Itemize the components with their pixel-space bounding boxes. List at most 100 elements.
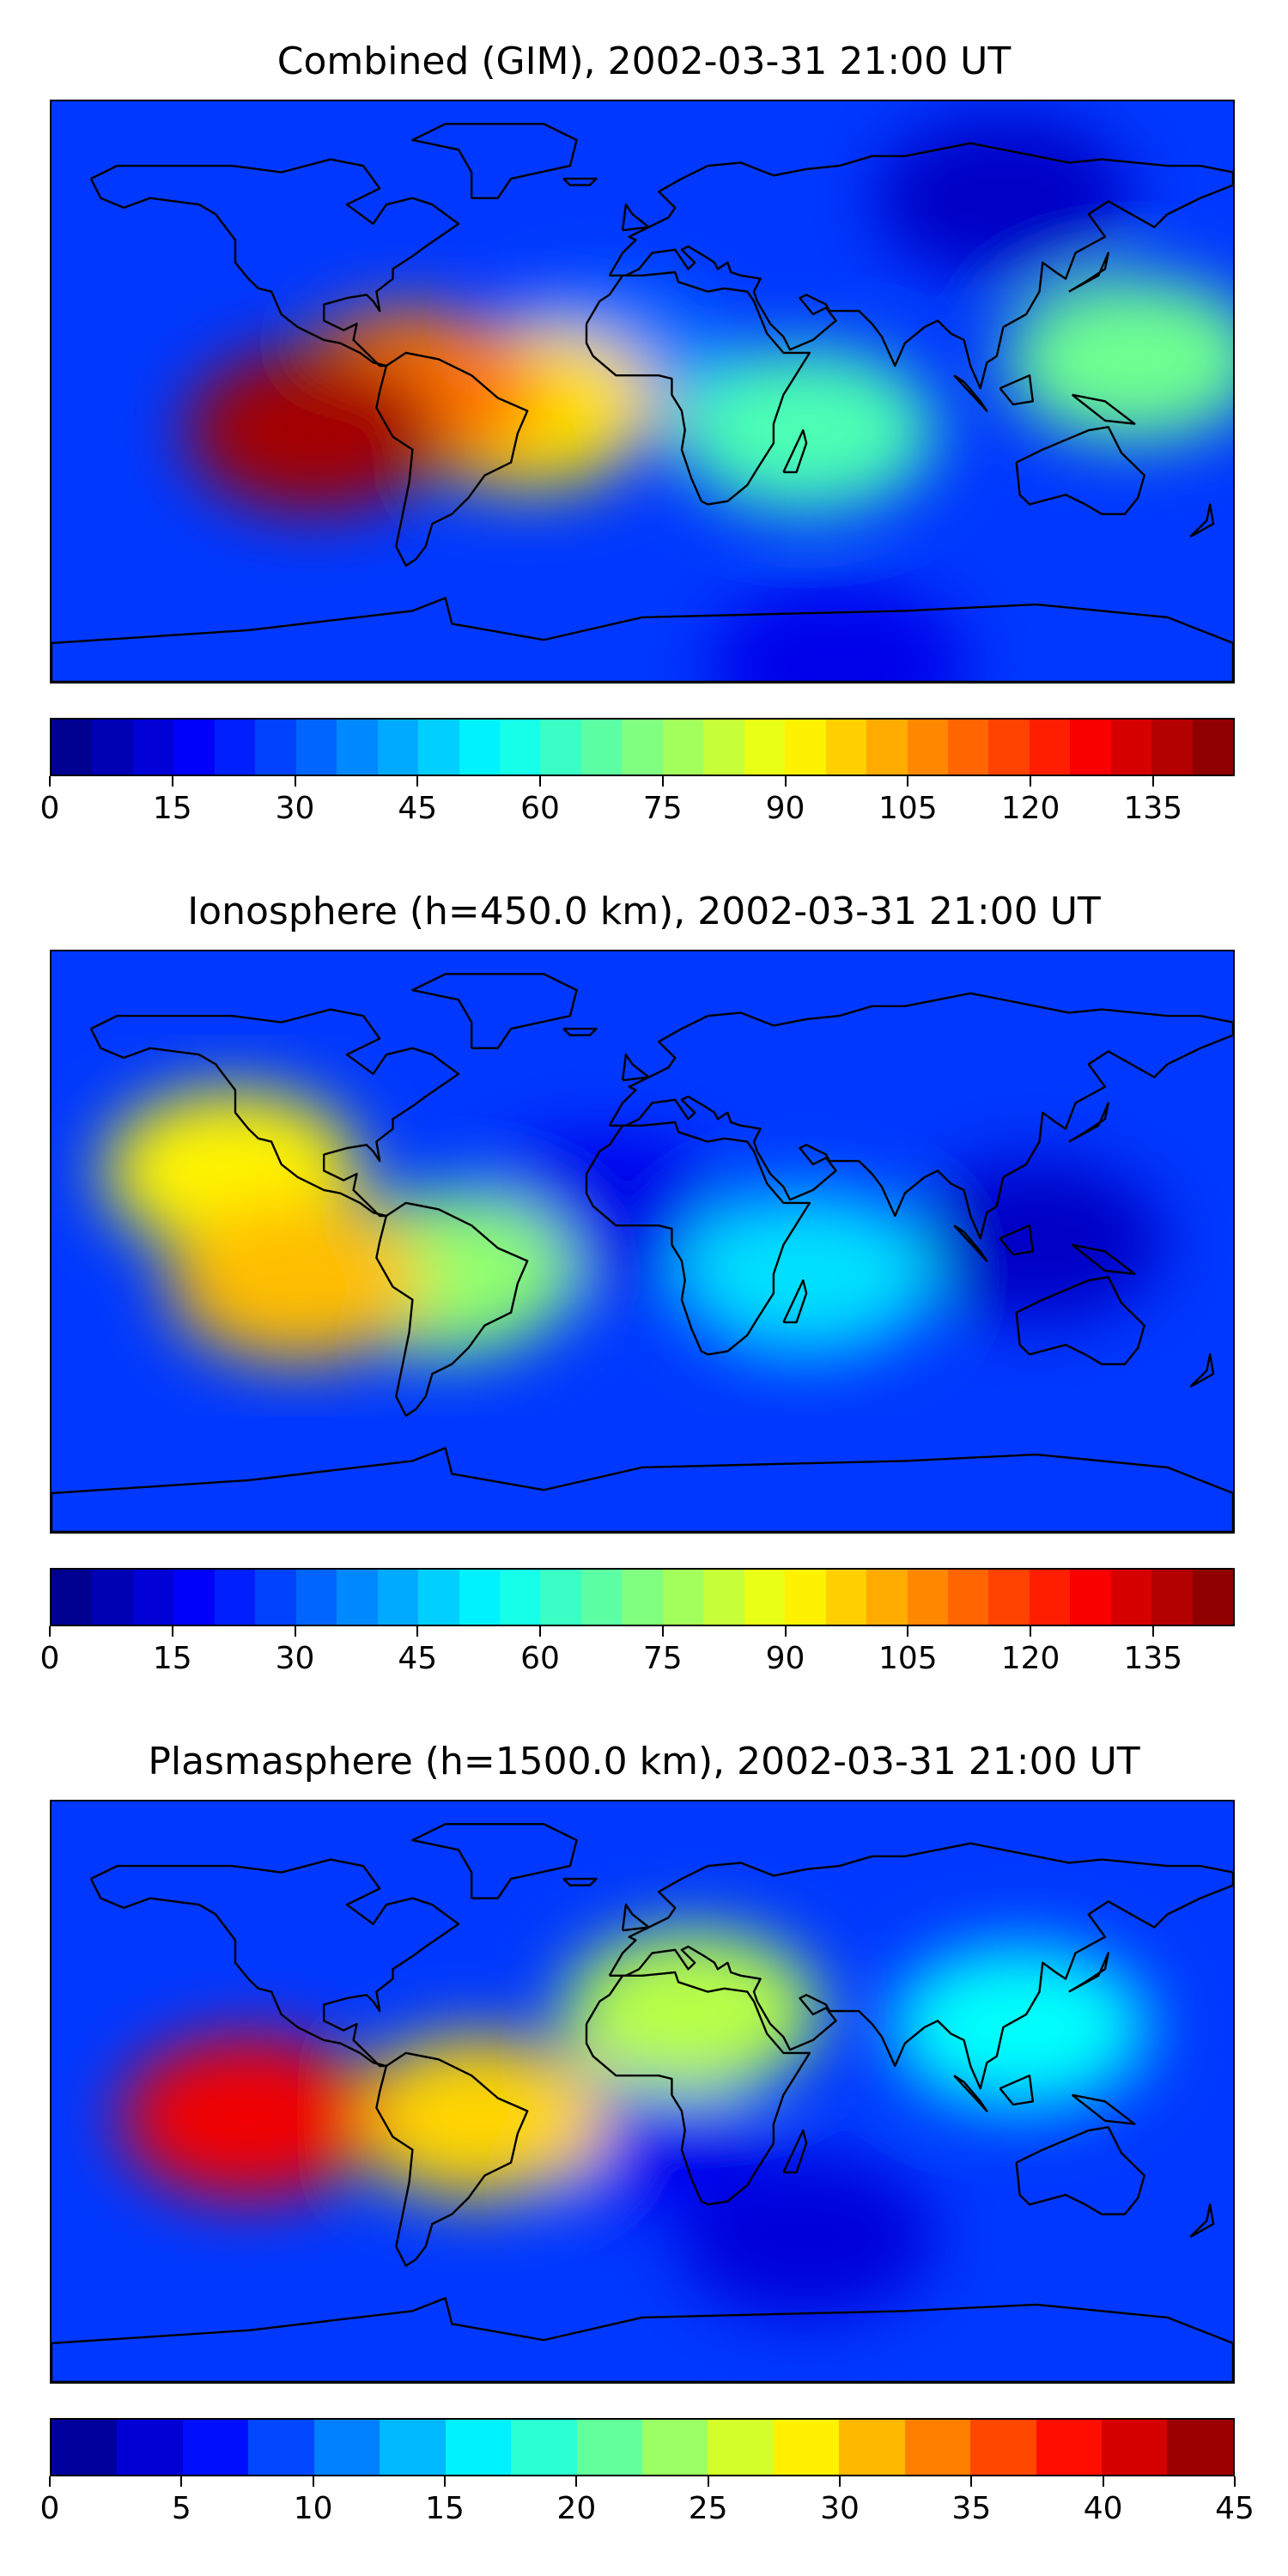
colorbar-tick-label: 135 (1123, 1641, 1183, 1676)
coastline (411, 123, 578, 199)
coastline (562, 1877, 598, 1886)
colorbar-tick-label: 45 (398, 1641, 438, 1676)
colorbar-segment (662, 720, 704, 775)
colorbar-segment (418, 720, 459, 775)
colorbar-tick-label: 90 (765, 791, 805, 826)
colorbar-plasmasphere (50, 2418, 1235, 2476)
colorbar-segment (295, 720, 337, 775)
coastline (953, 1224, 988, 1262)
coastline (1068, 1952, 1110, 1993)
coastline (608, 992, 1233, 1240)
field-feature (890, 1945, 1149, 2109)
map-svg (52, 1801, 1233, 2382)
colorbar-tick (539, 1626, 542, 1637)
colorbar-segment (92, 720, 133, 775)
colorbar-segment (1151, 1570, 1193, 1625)
colorbar-tick-label: 30 (820, 2491, 860, 2526)
colorbar-tick-label: 90 (765, 1641, 805, 1676)
colorbar-tick (661, 1626, 664, 1637)
colorbar-segment (540, 1570, 581, 1625)
colorbar-tick-label: 120 (1000, 791, 1060, 826)
colorbar-segment (708, 2420, 774, 2475)
colorbar-segment (825, 720, 867, 775)
coastline (1071, 393, 1136, 425)
colorbar-tick (49, 2476, 51, 2487)
colorbar-tick (1102, 2476, 1104, 2487)
field-feature (168, 1199, 427, 1363)
colorbar-ionosphere (50, 1568, 1235, 1626)
coastline (375, 1201, 529, 1417)
coastline (1015, 1276, 1146, 1365)
colorbar-segment (866, 1570, 908, 1625)
colorbar-segment (825, 1570, 867, 1625)
colorbar-tick-label: 25 (688, 2491, 728, 2526)
colorbar-tick-label: 135 (1123, 791, 1183, 826)
colorbar-tick-label: 30 (275, 1641, 315, 1676)
coastline (562, 177, 598, 186)
colorbar-segment (337, 1570, 378, 1625)
colorbar-segment (459, 720, 500, 775)
colorbar-tick (312, 2476, 314, 2487)
colorbar-segment (580, 1570, 623, 1625)
coastline (953, 2075, 988, 2112)
coastline (621, 1903, 650, 1932)
colorbar-segment (182, 2420, 249, 2475)
field-feature (677, 1192, 936, 1356)
colorbar-segment (132, 1570, 174, 1625)
colorbar-tick (1151, 1626, 1154, 1637)
coastline (52, 1447, 1233, 1532)
colorbar-tick (970, 2476, 973, 2487)
panel-title-combined: Combined (GIM), 2002-03-31 21:00 UT (276, 39, 1012, 83)
colorbar-tick-label: 105 (878, 791, 938, 826)
colorbar-segment (947, 720, 989, 775)
colorbar-ticks-ionosphere: 0 15 30 45 60 75 90 105 120 135 (40, 1626, 1235, 1678)
panel-title-ionosphere: Ionosphere (h=450.0 km), 2002-03-31 21:0… (187, 890, 1101, 933)
colorbar-segment (947, 1570, 989, 1625)
colorbar-tick (784, 776, 787, 787)
colorbar-segment (866, 720, 908, 775)
colorbar-segment (622, 1570, 663, 1625)
colorbar-segment (576, 2420, 642, 2475)
field-feature (119, 2036, 378, 2200)
colorbar-tick-label: 40 (1083, 2491, 1123, 2526)
coastline (1189, 2203, 1215, 2239)
colorbar-segment (1102, 2420, 1168, 2475)
colorbar-tick (784, 1626, 787, 1637)
colorbar-segment (248, 2420, 314, 2475)
colorbar-segment (1192, 1570, 1234, 1625)
coastline (1015, 426, 1146, 515)
colorbar-segment (313, 2420, 380, 2475)
colorbar-tick (171, 1626, 173, 1637)
colorbar-segment (785, 720, 826, 775)
colorbar-tick-label: 10 (293, 2491, 333, 2526)
coastline (1071, 2093, 1136, 2125)
colorbar-segment (703, 720, 744, 775)
map-plasmasphere (50, 1800, 1235, 2384)
colorbar-segment (377, 720, 419, 775)
colorbar-segment (904, 2420, 971, 2475)
map-svg (52, 951, 1233, 1532)
colorbar-tick-label: 105 (878, 1641, 938, 1676)
colorbar-segment (1110, 1570, 1152, 1625)
colorbar-tick (1234, 2476, 1236, 2487)
colorbar-tick (575, 2476, 578, 2487)
colorbar-segment (445, 2420, 512, 2475)
coastline (52, 597, 1233, 682)
colorbar-tick-label: 0 (39, 2491, 60, 2526)
colorbar-tick (707, 2476, 709, 2487)
colorbar-tick-label: 45 (1215, 2491, 1255, 2526)
coastline (1189, 503, 1215, 538)
colorbar-tick-label: 35 (951, 2491, 992, 2526)
colorbar-tick-label: 20 (556, 2491, 597, 2526)
colorbar-segment (499, 720, 541, 775)
colorbar-tick (661, 776, 664, 787)
coastline (89, 158, 460, 368)
coastlines (52, 123, 1233, 682)
colorbar-segment (511, 2420, 577, 2475)
colorbar-segment (988, 720, 1030, 775)
colorbar-segment (1151, 720, 1193, 775)
colorbar-tick (839, 2476, 841, 2487)
colorbar-segment (1110, 720, 1152, 775)
colorbar-tick (1151, 776, 1154, 787)
colorbar-segment (255, 1570, 296, 1625)
